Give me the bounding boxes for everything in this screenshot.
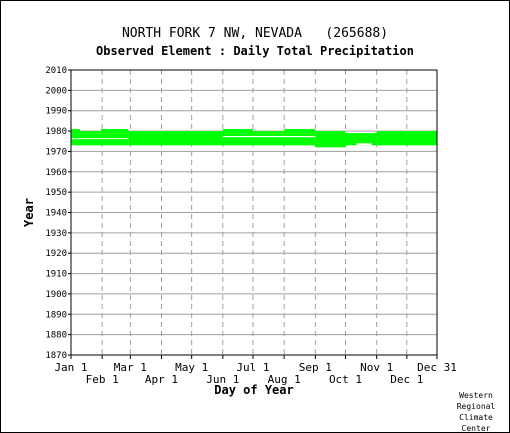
- y-tick-label: 1940: [45, 209, 67, 219]
- y-tick-label: 1950: [45, 188, 67, 198]
- y-tick-label: 1890: [45, 310, 67, 320]
- x-tick-label: Jan 1: [54, 361, 87, 374]
- coverage-band: [128, 131, 223, 146]
- coverage-gap: [356, 143, 372, 146]
- x-tick-label: Mar 1: [114, 361, 147, 374]
- x-tick-label: Dec 1: [390, 373, 423, 386]
- x-axis-label: Day of Year: [214, 383, 293, 397]
- y-tick-label: 1990: [45, 107, 67, 117]
- credit-line: Western: [459, 391, 493, 400]
- coverage-band: [71, 129, 81, 132]
- credit-block: Western Regional Climate Center: [450, 390, 502, 433]
- x-tick-label: Aug 1: [268, 373, 301, 386]
- x-tick-label: Feb 1: [86, 373, 119, 386]
- chart-title: NORTH FORK 7 NW, NEVADA (265688): [121, 26, 389, 41]
- coverage-band: [315, 131, 346, 148]
- y-tick-label: 1880: [45, 331, 67, 341]
- x-tick-label: Dec 31: [417, 361, 457, 374]
- y-tick-label: 1920: [45, 249, 67, 259]
- credit-line: Center: [461, 424, 491, 433]
- coverage-band: [101, 129, 129, 134]
- y-tick-label: 1970: [45, 147, 67, 157]
- coverage-band: [222, 129, 253, 134]
- coverage-band: [252, 131, 285, 134]
- coverage-band: [222, 133, 316, 146]
- coverage-band: [284, 129, 316, 134]
- credit-line: Regional: [456, 402, 496, 411]
- coverage-band: [71, 131, 102, 134]
- chart-subtitle: Observed Element : Daily Total Precipita…: [96, 44, 414, 58]
- y-tick-label: 1980: [45, 127, 67, 137]
- credit-line: Climate: [459, 413, 493, 422]
- coverage-band: [376, 131, 437, 146]
- x-tick-label: Oct 1: [329, 373, 362, 386]
- coverage-band: [71, 133, 129, 146]
- y-tick-label: 1930: [45, 229, 67, 239]
- y-axis-label: Year: [22, 198, 36, 227]
- y-tick-label: 2000: [45, 86, 67, 96]
- coverage-band: [345, 133, 377, 146]
- x-tick-label: May 1: [175, 361, 208, 374]
- y-tick-label: 1900: [45, 290, 67, 300]
- x-tick-label: Nov 1: [360, 361, 393, 374]
- y-tick-label: 1870: [45, 351, 67, 361]
- coverage-gap: [222, 135, 316, 138]
- y-tick-label: 1960: [45, 168, 67, 178]
- x-tick-label: Apr 1: [145, 373, 178, 386]
- y-tick-label: 2010: [45, 66, 67, 76]
- x-tick-label: Sep 1: [299, 361, 332, 374]
- y-tick-label: 1910: [45, 270, 67, 280]
- x-tick-label: Jun 1: [206, 373, 239, 386]
- coverage-gap: [71, 138, 129, 140]
- x-tick-label: Jul 1: [236, 361, 269, 374]
